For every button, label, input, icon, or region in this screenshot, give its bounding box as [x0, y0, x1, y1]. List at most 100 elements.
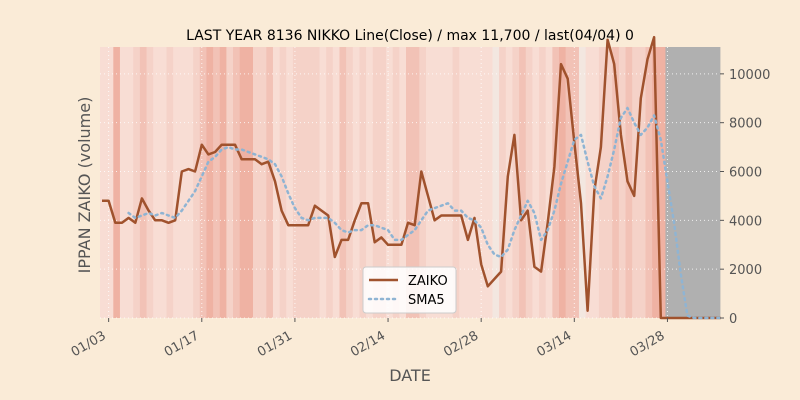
band	[259, 47, 267, 318]
band	[499, 47, 507, 318]
band	[286, 47, 294, 318]
band	[392, 47, 400, 318]
y-tick-label: 0	[729, 312, 737, 327]
band	[379, 47, 387, 318]
band	[339, 47, 347, 318]
band	[166, 47, 174, 318]
band	[179, 47, 187, 318]
band	[585, 47, 593, 318]
series-sma5-line	[127, 106, 722, 320]
band	[512, 47, 520, 318]
band	[525, 47, 533, 318]
band	[299, 47, 307, 318]
band	[598, 47, 606, 318]
band	[519, 47, 527, 318]
band	[213, 47, 221, 318]
band	[173, 47, 181, 318]
band	[432, 47, 440, 318]
band	[346, 47, 354, 318]
band	[612, 47, 620, 318]
band	[492, 47, 500, 318]
band	[206, 47, 214, 318]
band	[445, 47, 453, 318]
band	[539, 47, 547, 318]
band	[372, 47, 380, 318]
band	[485, 47, 493, 318]
band	[718, 47, 721, 318]
band	[705, 47, 713, 318]
band	[419, 47, 427, 318]
band	[239, 47, 247, 318]
series-lines	[102, 35, 722, 320]
band	[366, 47, 374, 318]
band	[153, 47, 161, 318]
band	[199, 47, 207, 318]
y-axis-label: IPPAN ZAIKO (volume)	[75, 97, 94, 274]
band	[226, 47, 234, 318]
band	[645, 47, 653, 318]
band	[452, 47, 460, 318]
band	[133, 47, 141, 318]
band	[505, 47, 513, 318]
band	[106, 47, 114, 318]
band	[479, 47, 487, 318]
band	[319, 47, 327, 318]
band	[618, 47, 626, 318]
band	[312, 47, 320, 318]
band	[698, 47, 706, 318]
band	[439, 47, 447, 318]
band	[412, 47, 420, 318]
band	[459, 47, 467, 318]
background-bands	[100, 47, 721, 318]
band	[352, 47, 360, 318]
band	[332, 47, 340, 318]
band	[126, 47, 134, 318]
legend-sma5-label: SMA5	[408, 293, 445, 308]
band	[119, 47, 128, 318]
band	[692, 47, 700, 318]
band	[712, 47, 720, 318]
band	[292, 47, 300, 318]
band	[246, 47, 254, 318]
band	[253, 47, 261, 318]
band	[465, 47, 473, 318]
band	[139, 47, 147, 318]
series-zaiko-line	[102, 35, 721, 320]
band	[665, 47, 673, 318]
band	[652, 47, 660, 318]
y-tick-label: 4000	[729, 214, 762, 229]
band	[186, 47, 194, 318]
band	[326, 47, 334, 318]
band	[359, 47, 367, 318]
legend-box	[362, 266, 457, 314]
band	[425, 47, 434, 318]
band	[306, 47, 314, 318]
band	[399, 47, 407, 318]
y-axis: 0 2000 4000 6000 8000 10000	[720, 68, 770, 327]
band	[472, 47, 480, 318]
band	[386, 47, 394, 318]
band	[672, 47, 680, 318]
y-tick-label: 8000	[729, 117, 762, 132]
legend-zaiko-label: ZAIKO	[408, 274, 448, 289]
band	[578, 47, 587, 318]
legend: ZAIKO SMA5	[362, 266, 457, 314]
y-tick-label: 6000	[729, 166, 762, 181]
band	[159, 47, 167, 318]
y-tick-label: 10000	[729, 68, 770, 83]
band	[233, 47, 241, 318]
band	[146, 47, 154, 318]
band	[113, 47, 121, 318]
band	[193, 47, 201, 318]
band	[565, 47, 573, 318]
band	[605, 47, 613, 318]
grid	[100, 47, 720, 319]
band	[406, 47, 414, 318]
band	[219, 47, 227, 318]
band	[685, 47, 693, 318]
band	[100, 47, 108, 318]
x-axis-label: DATE	[389, 366, 431, 385]
band	[658, 47, 666, 318]
chart-title: LAST YEAR 8136 NIKKO Line(Close) / max 1…	[186, 28, 634, 44]
